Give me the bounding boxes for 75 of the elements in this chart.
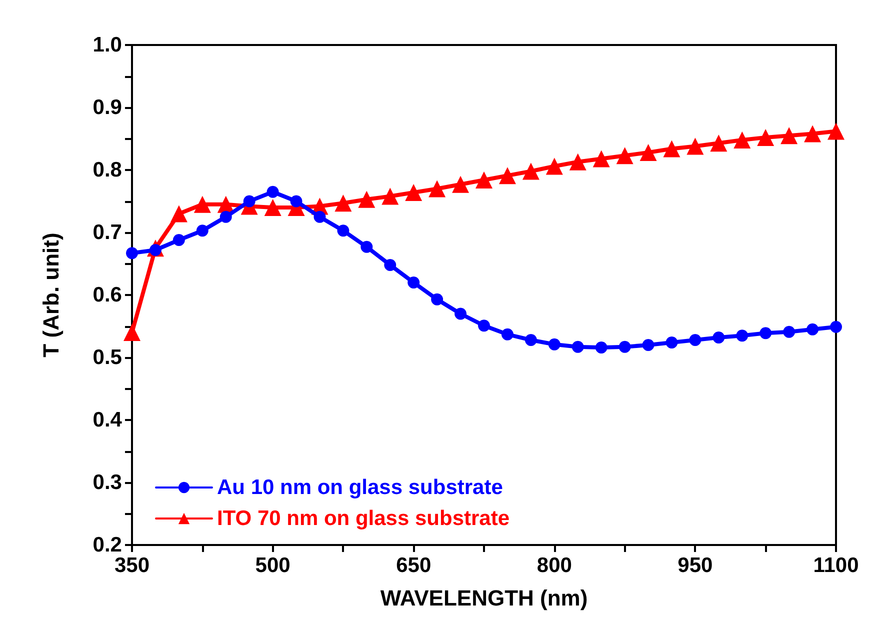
y-axis-title: T (Arb. unit) xyxy=(38,232,64,358)
point xyxy=(710,134,728,152)
point xyxy=(194,196,211,213)
point xyxy=(780,127,798,144)
point xyxy=(595,342,608,354)
y-tick-label: 0.7 xyxy=(92,221,122,244)
legend-label: ITO 70 nm on glass substrate xyxy=(217,507,510,530)
y-tick-label: 0.5 xyxy=(92,346,122,369)
point xyxy=(478,320,490,332)
point xyxy=(501,328,514,340)
point xyxy=(548,338,560,350)
y-tick-label: 0.2 xyxy=(92,534,122,556)
point xyxy=(264,199,282,216)
y-tick-label: 0.9 xyxy=(92,96,122,119)
point xyxy=(522,162,540,180)
point xyxy=(337,224,350,237)
x-tick-label: 1100 xyxy=(813,554,859,577)
x-tick-label: 650 xyxy=(396,554,432,577)
point xyxy=(405,184,422,201)
point xyxy=(124,324,140,341)
point xyxy=(666,336,678,348)
point xyxy=(172,234,185,246)
x-tick-label: 950 xyxy=(678,554,713,577)
point xyxy=(358,190,376,208)
point xyxy=(734,132,751,148)
point xyxy=(408,276,420,288)
point xyxy=(736,330,748,342)
point xyxy=(712,332,725,344)
y-tick-label: 0.3 xyxy=(92,471,122,494)
legend-label: Au 10 nm on glass substrate xyxy=(217,476,503,499)
point xyxy=(498,167,516,184)
point xyxy=(428,180,446,198)
point xyxy=(524,334,537,346)
point xyxy=(314,210,326,223)
point xyxy=(569,153,586,170)
x-tick-label: 500 xyxy=(255,554,290,577)
point xyxy=(196,224,208,237)
point xyxy=(452,176,470,193)
point xyxy=(830,320,842,333)
point xyxy=(806,323,819,336)
point xyxy=(616,147,634,164)
point xyxy=(757,129,774,146)
point xyxy=(220,210,232,223)
y-tick-label: 1.0 xyxy=(92,34,122,56)
point xyxy=(476,172,492,188)
point xyxy=(360,240,373,253)
point xyxy=(334,194,352,212)
point xyxy=(266,186,279,198)
y-tick-label: 0.6 xyxy=(92,284,122,306)
point xyxy=(243,195,256,208)
y-tick-label: 0.4 xyxy=(92,408,122,432)
point xyxy=(686,138,704,155)
point xyxy=(760,327,772,340)
x-tick-label: 350 xyxy=(114,554,150,577)
point xyxy=(384,259,396,271)
y-tick-label: 0.8 xyxy=(92,158,122,182)
point xyxy=(126,247,138,260)
point xyxy=(618,340,631,353)
x-tick-label: 800 xyxy=(536,554,572,577)
point xyxy=(170,205,188,222)
point xyxy=(290,195,302,208)
point xyxy=(572,340,584,353)
point xyxy=(431,293,444,306)
point xyxy=(828,122,844,140)
point xyxy=(640,144,657,161)
point xyxy=(689,334,702,346)
point xyxy=(783,326,796,338)
point xyxy=(454,308,467,320)
point xyxy=(592,150,610,168)
x-axis-title: WAVELENGTH (nm) xyxy=(380,586,588,610)
point xyxy=(804,125,822,142)
point xyxy=(546,158,563,175)
point xyxy=(663,140,680,158)
point xyxy=(642,339,654,351)
point xyxy=(382,188,399,205)
